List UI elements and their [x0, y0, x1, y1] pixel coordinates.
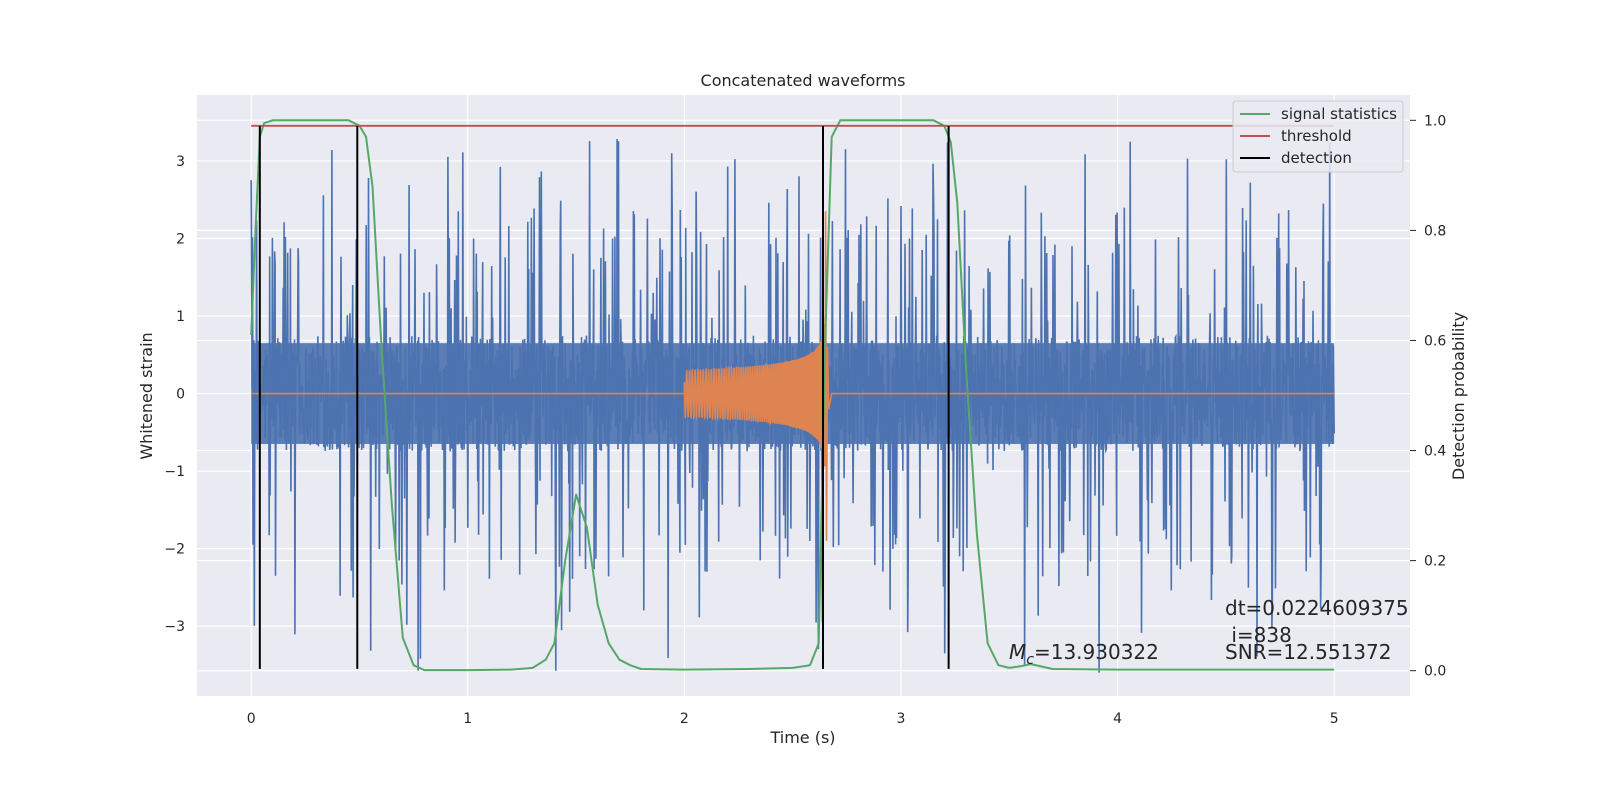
x-tick-label: 4 — [1113, 711, 1122, 727]
y2-tick-label: 0.2 — [1424, 554, 1446, 570]
annotation-snr: SNR=12.551372 — [1225, 640, 1391, 664]
y2-tick-label: 0.4 — [1424, 444, 1446, 460]
y2-tick-label: 0.6 — [1424, 333, 1446, 349]
y-tick-label: −2 — [164, 542, 185, 558]
x-tick-label: 1 — [463, 711, 472, 727]
x-tick-label: 3 — [897, 711, 906, 727]
y-tick-label: −3 — [164, 619, 185, 635]
legend: signal statistics threshold detection — [1232, 100, 1404, 173]
y-ticks: −3 −2 −1 0 1 2 3 — [164, 154, 185, 635]
y2-axis-label: Detection probability — [1449, 312, 1468, 480]
waveform-line — [251, 211, 1335, 541]
legend-box — [1232, 100, 1404, 173]
chart-title: Concatenated waveforms — [701, 71, 906, 90]
x-tick-label: 2 — [680, 711, 689, 727]
y-axis-label: Whitened strain — [137, 332, 156, 459]
y2-tick-label: 0.0 — [1424, 664, 1446, 680]
y-tick-label: 1 — [176, 309, 185, 325]
x-tick-label: 5 — [1330, 711, 1339, 727]
x-tick-label: 0 — [247, 711, 256, 727]
series-layer — [250, 119, 1335, 673]
annotation-dt: dt=0.0224609375 — [1225, 596, 1409, 620]
annotation-mc-value: =13.930322 — [1034, 640, 1159, 664]
annotation-mc: Mc=13.930322 — [1009, 640, 1159, 668]
y-tick-label: −1 — [164, 464, 185, 480]
y2-tick-label: 0.8 — [1424, 223, 1446, 239]
annotation-mc-symbol: M — [1009, 640, 1026, 664]
y2-ticks: 0.0 0.2 0.4 0.6 0.8 1.0 — [1410, 113, 1446, 680]
signal-statistics-line — [250, 119, 1335, 672]
y2-tick-label: 1.0 — [1424, 113, 1446, 129]
legend-label-detection: detection — [1281, 149, 1352, 167]
legend-label-signal-statistics: signal statistics — [1281, 105, 1397, 123]
x-ticks: 0 1 2 3 4 5 — [247, 711, 1339, 727]
annotation-mc-subscript: c — [1026, 652, 1034, 668]
x-axis-label: Time (s) — [769, 728, 835, 747]
legend-label-threshold: threshold — [1281, 127, 1352, 145]
y-tick-label: 3 — [176, 154, 185, 170]
y-tick-label: 2 — [176, 231, 185, 247]
y-tick-label: 0 — [176, 387, 185, 403]
annotations: dt=0.0224609375 i=838 Mc=13.930322 SNR=1… — [1009, 596, 1409, 668]
annotation-i: i=838 — [1225, 623, 1292, 647]
